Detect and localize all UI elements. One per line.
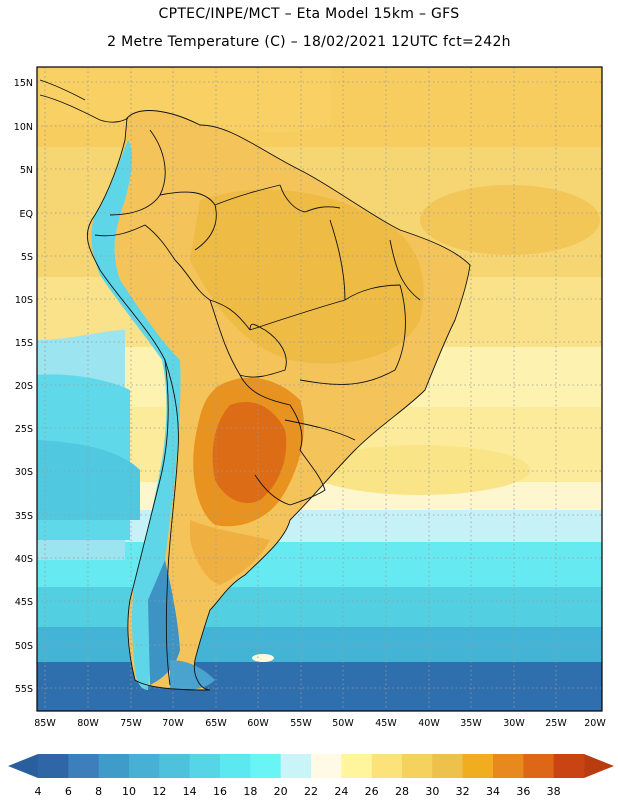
lon-label: 75W: [120, 718, 142, 729]
colorbar-label: 10: [122, 785, 136, 798]
lat-label: 30S: [15, 467, 33, 478]
lon-label: 65W: [205, 718, 227, 729]
longitude-labels: 85W 80W 75W 70W 65W 60W 55W 50W 45W 40W …: [34, 718, 606, 729]
lat-label: 50S: [15, 641, 33, 652]
colorbar-swatch: [189, 754, 221, 778]
lon-label: 55W: [290, 718, 312, 729]
andes-cool-strip: [91, 140, 181, 690]
colorbar-label: 4: [35, 785, 42, 798]
colorbar-swatch: [462, 754, 494, 778]
colorbar-swatch: [250, 754, 282, 778]
colorbar-label: 12: [152, 785, 166, 798]
lon-label: 20W: [584, 718, 606, 729]
lat-label: 25S: [15, 424, 33, 435]
colorbar-swatch: [493, 754, 524, 778]
colorbar-swatch: [129, 754, 160, 778]
colorbar-swatch: [280, 754, 312, 778]
temperature-field: [37, 67, 602, 711]
colorbar-label: 24: [334, 785, 348, 798]
lon-label: 30W: [503, 718, 525, 729]
colorbar-swatch: [432, 754, 464, 778]
colorbar-swatch: [220, 754, 251, 778]
colorbar-label: 34: [486, 785, 500, 798]
colorbar-swatch: [402, 754, 433, 778]
lon-label: 50W: [332, 718, 354, 729]
country-borders: [39, 79, 471, 691]
lat-label: 45S: [15, 597, 33, 608]
colorbar-swatch: [523, 754, 555, 778]
colorbar-swatch: [371, 754, 403, 778]
colorbar-swatch: [341, 754, 373, 778]
lon-label: 35W: [460, 718, 482, 729]
lon-label: 70W: [162, 718, 184, 729]
map-frame: [36, 66, 603, 712]
lon-label: 25W: [545, 718, 567, 729]
colorbar-label: 30: [425, 785, 439, 798]
colorbar-label: 18: [243, 785, 257, 798]
lat-label: 5S: [21, 252, 33, 263]
colorbar-label: 36: [516, 785, 530, 798]
colorbar-swatch: [98, 754, 130, 778]
lon-label: 80W: [77, 718, 99, 729]
colorbar-swatch: [553, 754, 585, 778]
lat-label: 35S: [15, 511, 33, 522]
lon-label: 40W: [418, 718, 440, 729]
colorbar-label: 22: [304, 785, 318, 798]
lon-label: 45W: [375, 718, 397, 729]
lon-label: 60W: [247, 718, 269, 729]
colorbar-label: 14: [183, 785, 197, 798]
lat-label: 55S: [15, 684, 33, 695]
colorbar-label: 28: [395, 785, 409, 798]
colorbar-label: 26: [365, 785, 379, 798]
lat-label: 15S: [15, 338, 33, 349]
colorbar-label: 16: [213, 785, 227, 798]
colorbar-swatch: [311, 754, 342, 778]
map-title-line-2: 2 Metre Temperature (C) – 18/02/2021 12U…: [107, 34, 511, 50]
colorbar-label: 20: [274, 785, 288, 798]
lat-label: EQ: [20, 209, 33, 220]
lat-label: 15N: [14, 78, 33, 89]
map-title-line-1: CPTEC/INPE/MCT – Eta Model 15km – GFS: [158, 6, 460, 22]
colorbar-label: 32: [456, 785, 470, 798]
lon-label: 85W: [34, 718, 56, 729]
colorbar-swatch: [159, 754, 191, 778]
colorbar: 4 6 8 10 12 14 16 18 20 22 24 26 28 30 32 34 36 38: [8, 754, 614, 798]
latitude-labels: 15N 10N 5N EQ 5S 10S 15S 20S 25S 30S 35S…: [14, 78, 33, 695]
colorbar-swatch: [68, 754, 100, 778]
colorbar-label: 38: [547, 785, 561, 798]
colorbar-swatch: [38, 754, 69, 778]
colorbar-label: 8: [95, 785, 102, 798]
colorbar-low-arrow: [8, 754, 38, 778]
lat-label: 20S: [15, 381, 33, 392]
colorbar-high-arrow: [584, 754, 614, 778]
lat-label: 5N: [20, 165, 33, 176]
lat-label: 40S: [15, 554, 33, 565]
colorbar-label: 6: [65, 785, 72, 798]
lat-label: 10S: [15, 295, 33, 306]
lat-label: 10N: [14, 122, 33, 133]
